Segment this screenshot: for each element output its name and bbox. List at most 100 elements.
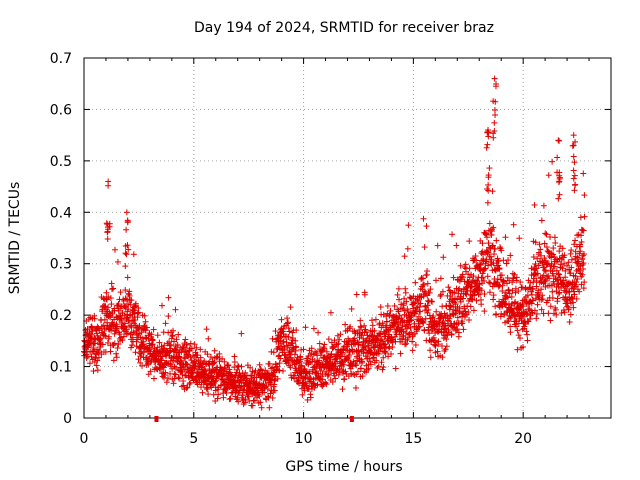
data-point — [570, 299, 577, 306]
data-point — [434, 348, 441, 355]
data-point — [542, 268, 549, 275]
data-point — [137, 359, 144, 366]
data-point — [411, 300, 418, 307]
data-point — [492, 111, 499, 118]
data-point — [579, 271, 586, 278]
data-point — [410, 299, 417, 306]
data-point — [332, 375, 339, 382]
data-point — [380, 354, 387, 361]
data-point — [283, 339, 290, 346]
data-point — [425, 306, 432, 313]
data-point — [167, 348, 174, 355]
data-point — [269, 394, 276, 401]
data-point — [512, 313, 519, 320]
data-point — [386, 311, 393, 318]
data-point — [383, 313, 390, 320]
data-point — [499, 288, 506, 295]
data-point — [221, 378, 228, 385]
data-point — [271, 377, 278, 384]
data-point — [162, 369, 169, 376]
data-point — [90, 368, 97, 375]
data-point — [134, 310, 141, 317]
missing-data-marker — [154, 416, 159, 422]
data-point — [84, 353, 91, 360]
data-point — [527, 279, 534, 286]
data-point — [86, 360, 93, 367]
data-point — [142, 318, 149, 325]
data-point — [491, 251, 498, 258]
data-point — [329, 378, 336, 385]
data-point — [439, 354, 446, 361]
data-point — [184, 341, 191, 348]
data-point — [201, 371, 208, 378]
data-point — [172, 306, 179, 313]
data-point — [88, 353, 95, 360]
data-point — [240, 387, 247, 394]
data-point — [165, 313, 172, 320]
data-point — [305, 353, 312, 360]
data-point — [574, 275, 581, 282]
data-point — [89, 328, 96, 335]
data-point — [556, 248, 563, 255]
data-point — [105, 293, 112, 300]
data-point — [115, 341, 122, 348]
data-point — [573, 295, 580, 302]
data-point — [530, 279, 537, 286]
data-point — [121, 303, 128, 310]
data-point — [421, 281, 428, 288]
data-point — [570, 132, 577, 139]
data-point — [391, 319, 398, 326]
data-point — [433, 277, 440, 284]
data-point — [238, 363, 245, 370]
data-point — [323, 381, 330, 388]
data-point — [570, 167, 577, 174]
data-point — [125, 301, 132, 308]
data-point — [577, 241, 584, 248]
data-point — [515, 288, 522, 295]
x-tick-label: 10 — [295, 431, 313, 447]
data-point — [307, 375, 314, 382]
data-point — [473, 297, 480, 304]
data-point — [455, 286, 462, 293]
data-point — [156, 339, 163, 346]
data-point — [278, 316, 285, 323]
data-point — [125, 306, 132, 313]
data-point — [492, 303, 499, 310]
data-point — [490, 292, 497, 299]
data-point — [391, 302, 398, 309]
data-point — [277, 355, 284, 362]
data-point — [417, 300, 424, 307]
data-point — [528, 265, 535, 272]
data-point — [371, 327, 378, 334]
data-point — [538, 306, 545, 313]
data-point — [541, 255, 548, 262]
data-point — [231, 383, 238, 390]
data-point — [576, 288, 583, 295]
missing-data-markers — [154, 416, 354, 422]
data-point — [403, 340, 410, 347]
data-point — [135, 356, 142, 363]
data-point — [119, 337, 126, 344]
data-point — [310, 325, 317, 332]
data-point — [395, 308, 402, 315]
data-point — [557, 276, 564, 283]
data-point — [123, 251, 130, 258]
data-point — [307, 394, 314, 401]
data-point — [538, 296, 545, 303]
data-point — [246, 397, 253, 404]
data-point — [105, 178, 112, 185]
data-point — [485, 249, 492, 256]
data-point — [577, 248, 584, 255]
data-point — [460, 295, 467, 302]
data-point — [474, 277, 481, 284]
data-point — [245, 393, 252, 400]
data-point — [554, 258, 561, 265]
data-point — [114, 258, 121, 265]
data-point — [122, 320, 129, 327]
data-point — [337, 331, 344, 338]
data-point — [172, 346, 179, 353]
data-point — [524, 331, 531, 338]
data-point — [256, 361, 263, 368]
data-point — [508, 293, 515, 300]
data-point — [472, 283, 479, 290]
